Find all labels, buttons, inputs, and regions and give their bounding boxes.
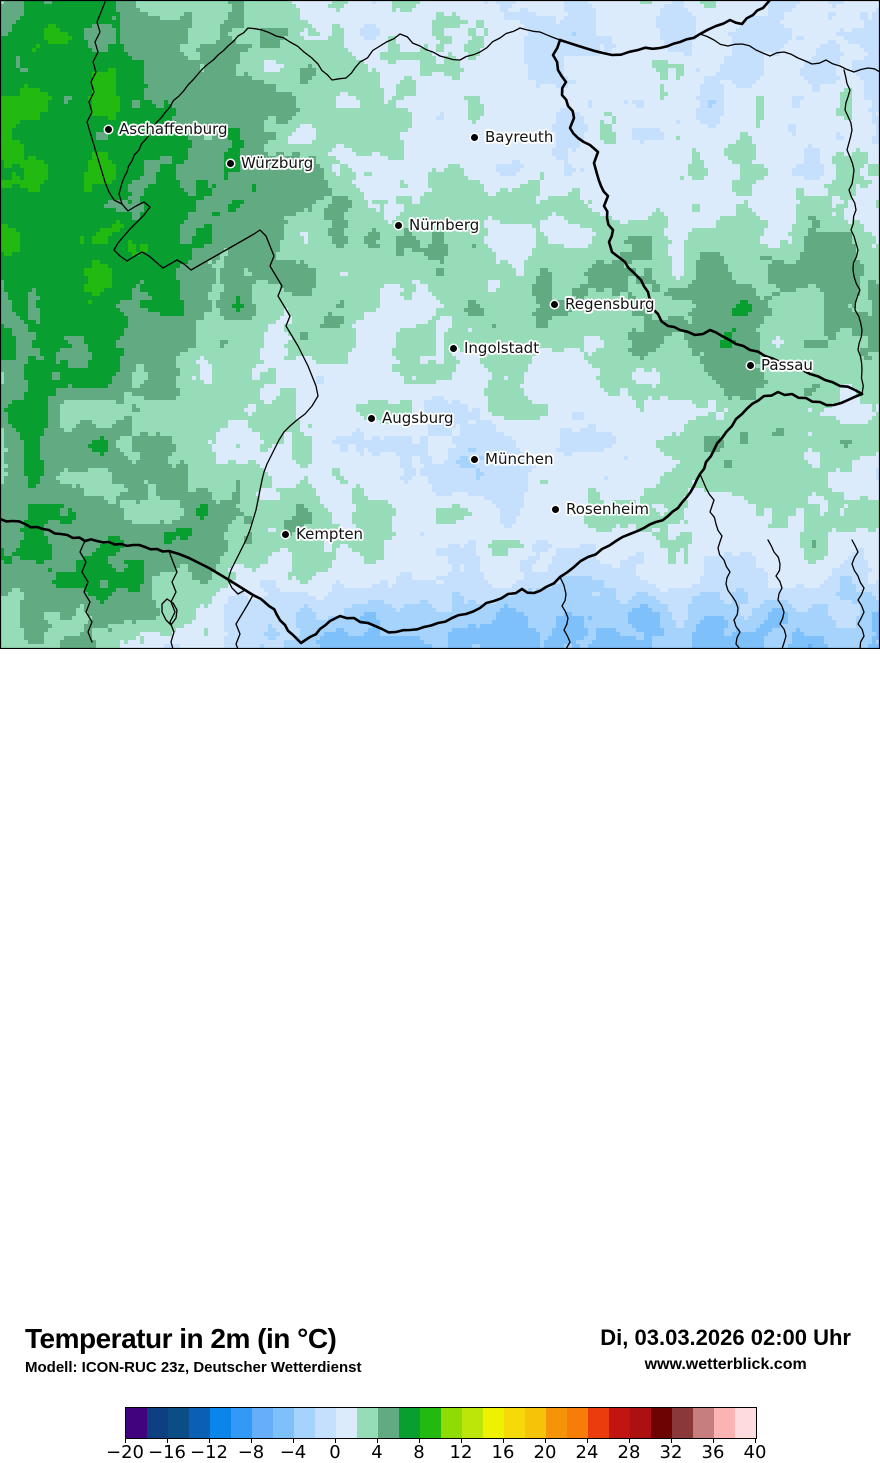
state-border-path [559,576,571,649]
temperature-field-canvas [0,0,880,649]
colorbar-segment [420,1408,441,1438]
colorbar-segment [294,1408,315,1438]
colorbar-tick-label: 28 [617,1442,641,1463]
colorbar-segment [504,1408,525,1438]
colorbar-segment [672,1408,693,1438]
colorbar-segment [252,1408,273,1438]
colorbar-segment [441,1408,462,1438]
colorbar-tick-label: 12 [449,1442,473,1463]
colorbar-segment [609,1408,630,1438]
state-border-path [79,540,93,643]
border-lines-svg [0,0,880,649]
colorbar-segment [231,1408,252,1438]
colorbar-tick-label: 16 [491,1442,515,1463]
colorbar-tick-label: 32 [659,1442,683,1463]
state-border-path [851,539,865,649]
state-border-path [118,27,561,205]
state-border-path [843,69,864,395]
colorbar-tick-label: 24 [575,1442,599,1463]
state-border-path [168,550,178,649]
colorbar-tick-label: −16 [148,1442,186,1463]
colorbar-segment [336,1408,357,1438]
colorbar-segment [693,1408,714,1438]
state-border-path [767,539,787,649]
state-border-path [161,598,178,626]
colorbar-segment [567,1408,588,1438]
website-url: www.wetterblick.com [644,1356,807,1373]
colorbar-segment [546,1408,567,1438]
state-border-path [699,33,880,73]
country-border-path [0,390,864,645]
colorbar-segment [189,1408,210,1438]
colorbar-segment [714,1408,735,1438]
colorbar-segment [168,1408,189,1438]
state-border-path [113,201,319,595]
model-info: Modell: ICON-RUC 23z, Deutscher Wetterdi… [25,1359,362,1376]
colorbar-tick-label: −12 [190,1442,228,1463]
colorbar-segment [735,1408,756,1438]
colorbar-segment [147,1408,168,1438]
colorbar-tick-label: −20 [106,1442,144,1463]
state-border-path [235,594,254,649]
colorbar-segment [315,1408,336,1438]
colorbar-tick-label: 8 [413,1442,425,1463]
colorbar-segment [126,1408,147,1438]
colorbar-segment [357,1408,378,1438]
colorbar-segment [525,1408,546,1438]
colorbar-tick-label: 4 [371,1442,383,1463]
footer: Temperatur in 2m (in °C) Modell: ICON-RU… [0,649,880,1463]
colorbar-segment [462,1408,483,1438]
colorbar-segment [399,1408,420,1438]
map-frame [0,0,880,649]
country-border-path [551,38,864,396]
valid-datetime: Di, 03.03.2026 02:00 Uhr [600,1325,851,1350]
colorbar-tick-label: −8 [237,1442,265,1463]
colorbar-segment [483,1408,504,1438]
colorbar-segment [378,1408,399,1438]
colorbar-segment [588,1408,609,1438]
colorbar-tick-label: 36 [701,1442,725,1463]
colorbar-segment [630,1408,651,1438]
colorbar-segment [273,1408,294,1438]
colorbar-segment [210,1408,231,1438]
map-area: Aschaffenburg Würzburg Bayreuth Nürnberg Reg… [0,0,880,649]
colorbar-tick-label: 40 [743,1442,767,1463]
state-border-path [86,1,123,205]
colorbar-tick-label: −4 [279,1442,307,1463]
country-border-path [558,0,772,57]
colorbar [125,1407,757,1439]
state-border-path [699,473,741,649]
colorbar-tick-label: 20 [533,1442,557,1463]
colorbar-segment [651,1408,672,1438]
page-title: Temperatur in 2m (in °C) [25,1323,337,1354]
datetime-block: Di, 03.03.2026 02:00 Uhr www.wetterblick… [600,1325,851,1374]
colorbar-tick-label: 0 [329,1442,341,1463]
